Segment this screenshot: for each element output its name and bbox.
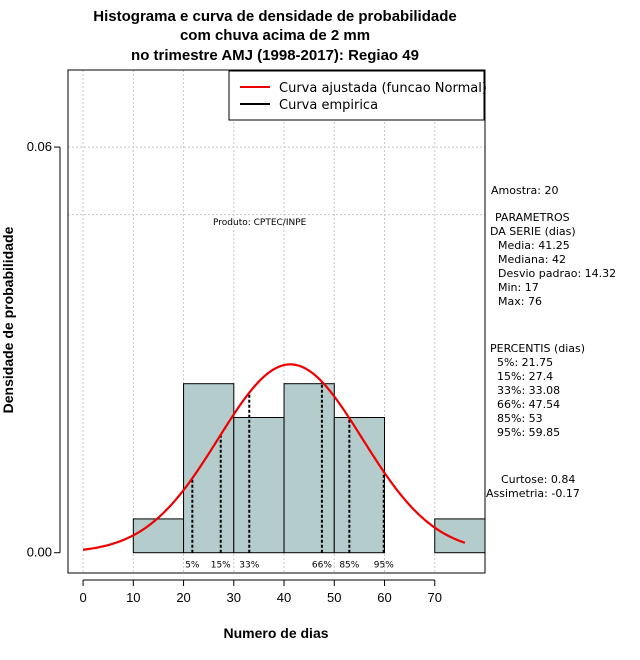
side-parametros-title-2: DA SERIE (dias)	[490, 225, 576, 238]
side-pct-95: 95%: 59.85	[497, 426, 560, 439]
x-tick-label: 40	[277, 590, 291, 605]
side-pct-66: 66%: 47.54	[497, 398, 560, 411]
normal-curve-group	[82, 363, 466, 551]
chart-title-line-1: Histograma e curva de densidade de proba…	[93, 8, 456, 25]
y-tick-label: 0.06	[27, 139, 52, 154]
normal-curve-line	[82, 363, 466, 551]
x-tick-label: 60	[377, 590, 391, 605]
y-axis-label: Densidade de probabilidade	[0, 226, 16, 413]
side-pct-5: 5%: 21.75	[497, 356, 553, 369]
side-pct-85: 85%: 53	[497, 412, 543, 425]
histogram-bars	[132, 383, 486, 554]
legend-box	[228, 70, 485, 121]
side-parametros-title-1: PARAMETROS	[495, 211, 570, 224]
side-assimetria: Assimetria: -0.17	[486, 487, 580, 500]
percentile-label: 66%	[312, 561, 332, 571]
x-tick-label: 50	[327, 590, 341, 605]
side-curtose: Curtose: 0.84	[501, 473, 575, 486]
percentile-label: 33%	[239, 561, 259, 571]
y-tick-label: 0.00	[27, 545, 52, 560]
histogram-bar	[283, 383, 335, 554]
plot-frame	[67, 69, 486, 574]
x-axis: 0 10 20 30 40 50 60 70	[79, 579, 442, 605]
side-amostra: Amostra: 20	[491, 184, 558, 197]
side-param-min: Min: 17	[498, 281, 539, 294]
histogram-bar	[183, 383, 235, 554]
side-param-max: Max: 76	[498, 295, 542, 308]
y-axis: 0.00 0.06	[27, 139, 61, 560]
chart-title-line-2: com chuva acima de 2 mm	[180, 27, 370, 44]
x-tick-label: 30	[227, 590, 241, 605]
side-param-desvio: Desvio padrao: 14.32	[498, 267, 616, 280]
histogram-bar	[333, 417, 386, 554]
x-axis-label: Numero de dias	[223, 625, 328, 641]
side-percentis-title: PERCENTIS (dias)	[490, 342, 585, 355]
percentile-lines	[191, 381, 385, 553]
histogram-bar	[233, 417, 285, 554]
percentile-labels: 5% 15% 33% 66% 85% 95%	[185, 561, 394, 571]
side-param-media: Media: 41.25	[498, 239, 570, 252]
grid-lines	[68, 70, 485, 573]
histogram-bar	[434, 518, 486, 554]
product-label: Produto: CPTEC/INPE	[213, 218, 307, 228]
legend-label-fitted: Curva ajustada (funcao Normal)	[279, 81, 487, 96]
side-pct-15: 15%: 27.4	[497, 370, 553, 383]
side-param-mediana: Mediana: 42	[498, 253, 566, 266]
x-tick-label: 70	[428, 590, 442, 605]
side-pct-33: 33%: 33.08	[497, 384, 560, 397]
percentile-label: 95%	[374, 561, 394, 571]
side-panel: Amostra: 20 PARAMETROS DA SERIE (dias) M…	[486, 184, 616, 500]
legend: Curva ajustada (funcao Normal) Curva emp…	[228, 70, 487, 121]
x-tick-label: 10	[126, 590, 140, 605]
chart-title-line-3: no trimestre AMJ (1998-2017): Regiao 49	[131, 47, 419, 64]
percentile-label: 85%	[339, 561, 359, 571]
histogram-bar	[132, 518, 185, 554]
percentile-label: 5%	[185, 561, 200, 571]
x-tick-label: 20	[176, 590, 190, 605]
percentile-label: 15%	[211, 561, 231, 571]
x-tick-label: 0	[79, 590, 86, 605]
legend-label-empirical: Curva empirica	[279, 98, 378, 113]
